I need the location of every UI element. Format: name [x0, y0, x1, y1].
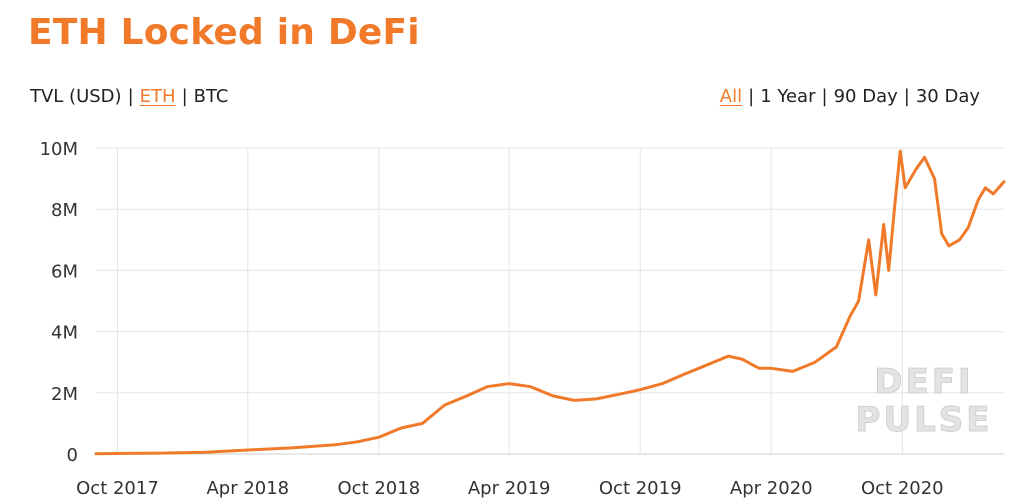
- y-tick-label: 8M: [51, 200, 78, 221]
- watermark-line-2: PULSE: [856, 400, 993, 440]
- y-tick-label: 2M: [51, 384, 78, 405]
- series-group: [94, 149, 1006, 456]
- unit-option-btc[interactable]: BTC: [193, 86, 229, 107]
- x-axis-ticks: Oct 2017 Apr 2018 Oct 2018 Apr 2019 Oct 2019…: [76, 478, 943, 499]
- range-option-90-day[interactable]: 90 Day: [833, 86, 898, 107]
- range-toggle: All | 1 Year | 90 Day | 30 Day: [720, 86, 980, 107]
- y-axis-ticks: 0 2M 4M 6M 8M 10M: [40, 139, 78, 466]
- x-tick-label: Oct 2018: [338, 478, 421, 499]
- range-option-all[interactable]: All: [719, 86, 743, 107]
- watermark-line-1: DEFI: [874, 362, 973, 402]
- separator: |: [181, 86, 188, 107]
- y-tick-label: 10M: [40, 139, 78, 160]
- separator: |: [748, 86, 755, 107]
- x-tick-label: Oct 2020: [861, 478, 944, 499]
- x-tick-label: Oct 2017: [76, 478, 159, 499]
- range-option-1-year[interactable]: 1 Year: [760, 86, 816, 107]
- page-title: ETH Locked in DeFi: [28, 12, 420, 53]
- separator: |: [903, 86, 910, 107]
- chart-grid: [96, 147, 1004, 455]
- unit-option-usd[interactable]: TVL (USD): [30, 86, 122, 107]
- series-line: [94, 149, 1006, 456]
- x-tick-label: Apr 2018: [206, 478, 289, 499]
- unit-toggle: TVL (USD) | ETH | BTC: [30, 86, 229, 107]
- x-tick-label: Oct 2019: [599, 478, 682, 499]
- separator: |: [821, 86, 828, 107]
- watermark: DEFI PULSE: [855, 362, 993, 441]
- range-option-30-day[interactable]: 30 Day: [915, 86, 980, 107]
- y-tick-label: 0: [67, 445, 78, 466]
- y-tick-label: 4M: [51, 323, 78, 344]
- x-tick-label: Apr 2019: [468, 478, 551, 499]
- unit-option-eth[interactable]: ETH: [139, 86, 176, 107]
- separator: |: [127, 86, 134, 107]
- x-tick-label: Apr 2020: [730, 478, 813, 499]
- y-tick-label: 6M: [51, 261, 78, 282]
